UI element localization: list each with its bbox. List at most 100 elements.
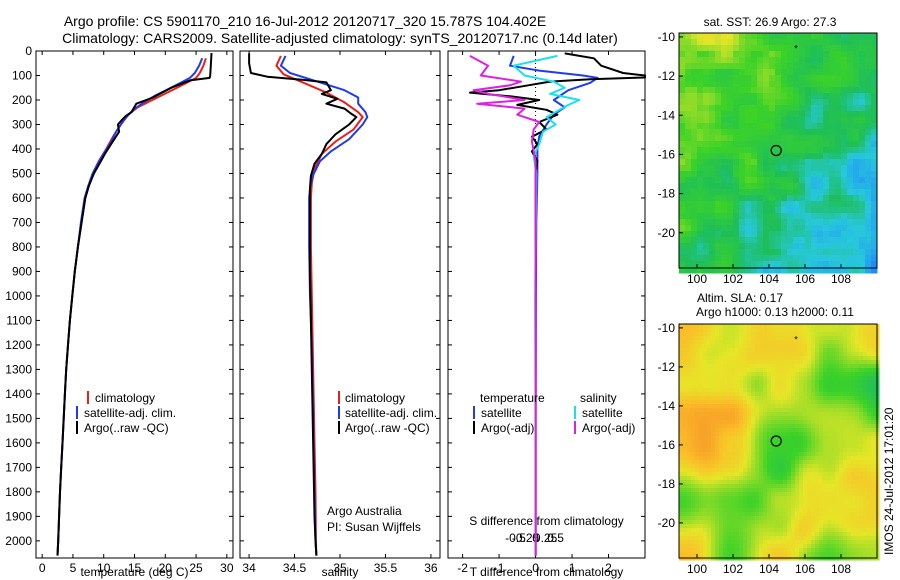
map-cell [739, 344, 744, 349]
map-cell [817, 93, 824, 100]
map-cell [803, 360, 808, 365]
map-cell [823, 328, 828, 333]
map-cell [787, 452, 792, 457]
map-cell [871, 468, 876, 473]
map-cell [823, 436, 828, 441]
map-cell [757, 81, 764, 88]
map-cell [735, 348, 740, 353]
map-cell [851, 344, 856, 349]
map-cell [823, 267, 830, 274]
map-cell [691, 388, 696, 393]
map-cell [691, 159, 698, 166]
map-cell [743, 400, 748, 405]
map-cell [783, 372, 788, 377]
map-cell [803, 528, 808, 533]
map-cell [759, 392, 764, 397]
map-cell [787, 249, 794, 256]
map-cell [793, 249, 800, 256]
map-cell [847, 153, 854, 160]
map-cell [791, 408, 796, 413]
map-cell [727, 388, 732, 393]
map-cell [783, 340, 788, 345]
map-cell [795, 456, 800, 461]
map-cell [683, 524, 688, 529]
map-cell [827, 528, 832, 533]
map-cell [791, 336, 796, 341]
map-cell [791, 428, 796, 433]
map-cell [687, 340, 692, 345]
map-cell [779, 460, 784, 465]
map-cell [867, 436, 872, 441]
map-cell [691, 452, 696, 457]
map-cell [683, 516, 688, 521]
map-cell [853, 69, 860, 76]
map-cell [871, 243, 878, 250]
map-cell [763, 352, 768, 357]
map-cell [847, 540, 852, 545]
map-cell [683, 536, 688, 541]
map-cell [779, 420, 784, 425]
map-cell [755, 492, 760, 497]
map-cell [859, 408, 864, 413]
map-cell [709, 129, 716, 136]
map-cell [855, 516, 860, 521]
map-cell [711, 388, 716, 393]
map-cell [823, 123, 830, 130]
map-cell [855, 512, 860, 517]
map-cell [679, 159, 686, 166]
map-cell [859, 159, 866, 166]
map-cell [805, 111, 812, 118]
map-cell [835, 63, 842, 70]
map-cell [811, 512, 816, 517]
map-cell [779, 332, 784, 337]
map-cell [691, 111, 698, 118]
map-cell [727, 177, 734, 184]
map-cell [823, 464, 828, 469]
map-cell [707, 544, 712, 549]
map-cell [727, 488, 732, 493]
map-cell [815, 444, 820, 449]
map-cell [867, 492, 872, 497]
map-cell [871, 352, 876, 357]
map-cell [755, 528, 760, 533]
map-cell [751, 141, 758, 148]
map-cell [791, 328, 796, 333]
map-cell [779, 472, 784, 477]
map-cell [707, 480, 712, 485]
map-cell [699, 468, 704, 473]
map-cell [799, 332, 804, 337]
map-cell [695, 400, 700, 405]
map-cell [811, 183, 818, 190]
map-cell [767, 420, 772, 425]
map-cell [767, 504, 772, 509]
map-cell [703, 153, 710, 160]
map-cell [703, 332, 708, 337]
map-cell [683, 460, 688, 465]
map-cell [731, 464, 736, 469]
map-cell [847, 201, 854, 208]
map-cell [745, 45, 752, 52]
map-cell [767, 432, 772, 437]
map-cell [783, 404, 788, 409]
map-cell [767, 440, 772, 445]
map-cell [703, 356, 708, 361]
map-cell [779, 408, 784, 413]
map-cell [715, 225, 722, 232]
map-cell [779, 532, 784, 537]
map-cell [803, 384, 808, 389]
map-cell [781, 261, 788, 268]
map-cell [803, 412, 808, 417]
map-cell [733, 249, 740, 256]
map-cell [767, 372, 772, 377]
map-cell [787, 165, 794, 172]
map-cell [811, 135, 818, 142]
map-cell [831, 440, 836, 445]
map-cell [863, 516, 868, 521]
map-cell [859, 255, 866, 262]
map-cell [787, 93, 794, 100]
map-cell [799, 111, 806, 118]
map-cell [811, 396, 816, 401]
map-cell [835, 416, 840, 421]
map-cell [715, 153, 722, 160]
map-cell [739, 500, 744, 505]
